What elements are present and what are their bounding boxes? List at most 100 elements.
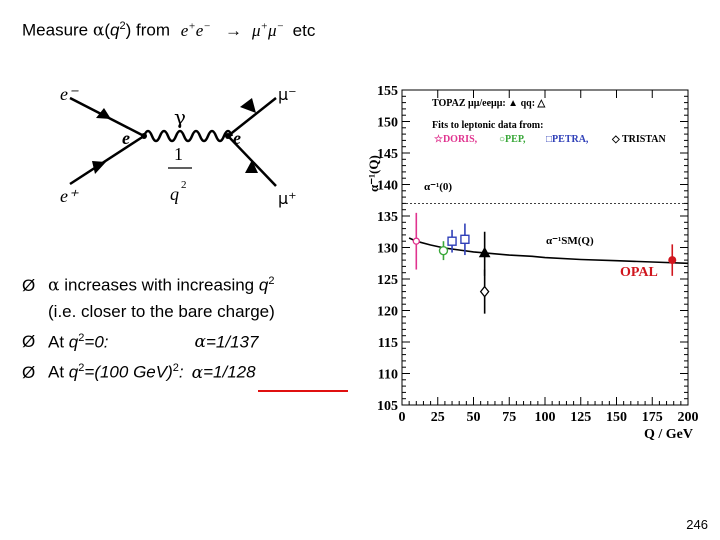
y-tick-label: 115 — [378, 336, 398, 351]
bullet-3-value: =1/128 — [203, 362, 256, 382]
bullet-3-text: At — [48, 362, 69, 382]
label-mu-minus: μ⁻ — [278, 85, 297, 104]
bullet-3-scale: =(100 GeV) — [84, 362, 173, 382]
process-e2: e — [195, 20, 204, 40]
triangle-marker — [478, 246, 491, 258]
process-mu2: μ — [267, 20, 277, 40]
bullet-1-text: increases with increasing — [59, 275, 259, 295]
plot-annotations: α⁻¹(Q) Q / GeV TOPAZ μμ/eeμμ: ▲ qq: △ Fi… — [366, 98, 693, 442]
x-axis-label: Q / GeV — [644, 427, 693, 442]
process-mu1-charge: + — [260, 20, 268, 32]
title-paren: ( — [104, 20, 111, 40]
label-e-plus: e⁺ — [60, 186, 79, 206]
arrow-icon — [92, 161, 106, 174]
legend-doris: ☆DORIS, — [434, 134, 478, 145]
title-process: e+e− → μ+μ− — [180, 20, 284, 40]
data-point-doris — [412, 212, 420, 270]
process-e2-charge: − — [203, 20, 211, 32]
slide-title: Measure α(q2) from e+e− → μ+μ− etc — [22, 20, 315, 41]
bullet-1-continuation: (i.e. closer to the bare charge) — [22, 299, 275, 325]
title-alpha: α — [92, 20, 105, 41]
data-point-opal — [668, 244, 677, 276]
bullet-1-q: q — [258, 275, 269, 295]
legend-topaz: TOPAZ μμ/eeμμ: ▲ qq: △ — [432, 98, 546, 109]
propagator-denominator-q: q — [170, 184, 179, 204]
legend-fits-heading: Fits to leptonic data from: — [432, 120, 543, 131]
plot-marks — [402, 203, 689, 314]
y-tick-label: 130 — [377, 242, 398, 257]
x-tick-label: 175 — [642, 410, 663, 425]
y-tick-label: 145 — [377, 147, 398, 162]
y-tick-label: 125 — [377, 273, 398, 288]
process-e1-charge: + — [188, 20, 196, 32]
bullet-3-scale-exp: 2 — [172, 362, 179, 375]
bullet-3-exp: 2 — [78, 362, 85, 375]
label-vertex-e-right: e — [233, 128, 241, 148]
photon-propagator — [142, 129, 234, 143]
highlight-underline — [258, 390, 348, 392]
bullet-3-colon: : — [178, 362, 184, 382]
legend-petra: □PETRA, — [546, 134, 589, 145]
page-number: 246 — [686, 517, 708, 532]
annotation-opal: OPAL — [620, 265, 658, 280]
x-tick-label: 150 — [606, 410, 627, 425]
incoming-positron-line — [69, 134, 145, 186]
x-tick-label: 50 — [467, 410, 481, 425]
x-tick-label: 125 — [570, 410, 591, 425]
legend-tristan: ◇ TRISTAN — [611, 134, 667, 145]
bullet-2-text: At — [48, 332, 69, 352]
bullet-2: Ø At q2=0: α=1/137 — [22, 325, 275, 356]
circle-marker — [438, 245, 449, 256]
y-tick-label: 150 — [377, 116, 398, 131]
diamond-marker — [479, 285, 490, 298]
plot-axes: 105 110 115 120 125 130 135 140 145 150 155 0 25 50 75… — [377, 84, 699, 425]
label-mu-plus: μ⁺ — [278, 189, 297, 208]
x-tick-label: 25 — [431, 410, 445, 425]
arrow-icon — [245, 160, 258, 173]
bullet-2-exp: 2 — [78, 331, 85, 344]
data-point-pep — [438, 241, 449, 261]
data-point-topaz-ee- — [478, 231, 491, 276]
bullet-arrow-icon: Ø — [22, 362, 36, 382]
process-mu2-charge: − — [276, 20, 284, 32]
bullet-2-value: =1/137 — [205, 332, 259, 352]
data-point-petra — [460, 223, 470, 256]
feynman-diagram: e⁻ e⁺ e e 1 q 2 μ⁻ μ⁺ γ — [60, 84, 297, 208]
dot-marker — [668, 256, 677, 265]
x-tick-label: 75 — [502, 410, 516, 425]
propagator-denominator-exp: 2 — [181, 179, 187, 191]
propagator-numerator: 1 — [174, 144, 183, 164]
y-tick-label: 105 — [377, 399, 398, 414]
title-from: ) from — [125, 20, 171, 40]
label-e-minus: e⁻ — [60, 84, 79, 104]
vertex-left — [141, 133, 147, 139]
y-axis-label: α⁻¹(Q) — [366, 155, 381, 192]
alpha-running-plot: 105 110 115 120 125 130 135 140 145 150 155 0 25 50 75… — [366, 84, 699, 442]
data-point-tristan — [479, 269, 490, 314]
x-tick-label: 0 — [399, 410, 406, 425]
y-tick-label: 140 — [377, 179, 398, 194]
title-q: q — [110, 20, 120, 40]
y-tick-label: 110 — [378, 368, 398, 383]
bullet-3: Ø At q2=(100 GeV)2: α=1/128 — [22, 355, 275, 386]
bullet-3-alpha: α — [191, 362, 204, 383]
data-point-petra — [447, 229, 457, 253]
legend-pep: ○PEP, — [499, 134, 526, 145]
title-q-exp: 2 — [119, 20, 126, 32]
bullet-2-q: q — [68, 332, 79, 352]
sm-running-curve — [408, 237, 689, 265]
bullet-2-alpha: α — [194, 332, 206, 353]
process-mu1: μ — [251, 20, 261, 40]
process-e1: e — [180, 20, 189, 40]
x-tick-label: 100 — [535, 410, 556, 425]
annotation-alpha-sm: α⁻¹SM(Q) — [546, 235, 594, 247]
y-tick-label: 135 — [377, 210, 398, 225]
arrow-icon — [240, 98, 256, 113]
title-prefix: Measure — [22, 20, 89, 40]
label-vertex-e-left: e — [122, 128, 130, 148]
bullet-1-exp: 2 — [268, 275, 275, 287]
bullet-3-q: q — [68, 362, 79, 382]
vertex-right — [225, 133, 231, 139]
process-arrow: → — [224, 20, 242, 40]
bullet-arrow-icon: Ø — [22, 275, 36, 295]
